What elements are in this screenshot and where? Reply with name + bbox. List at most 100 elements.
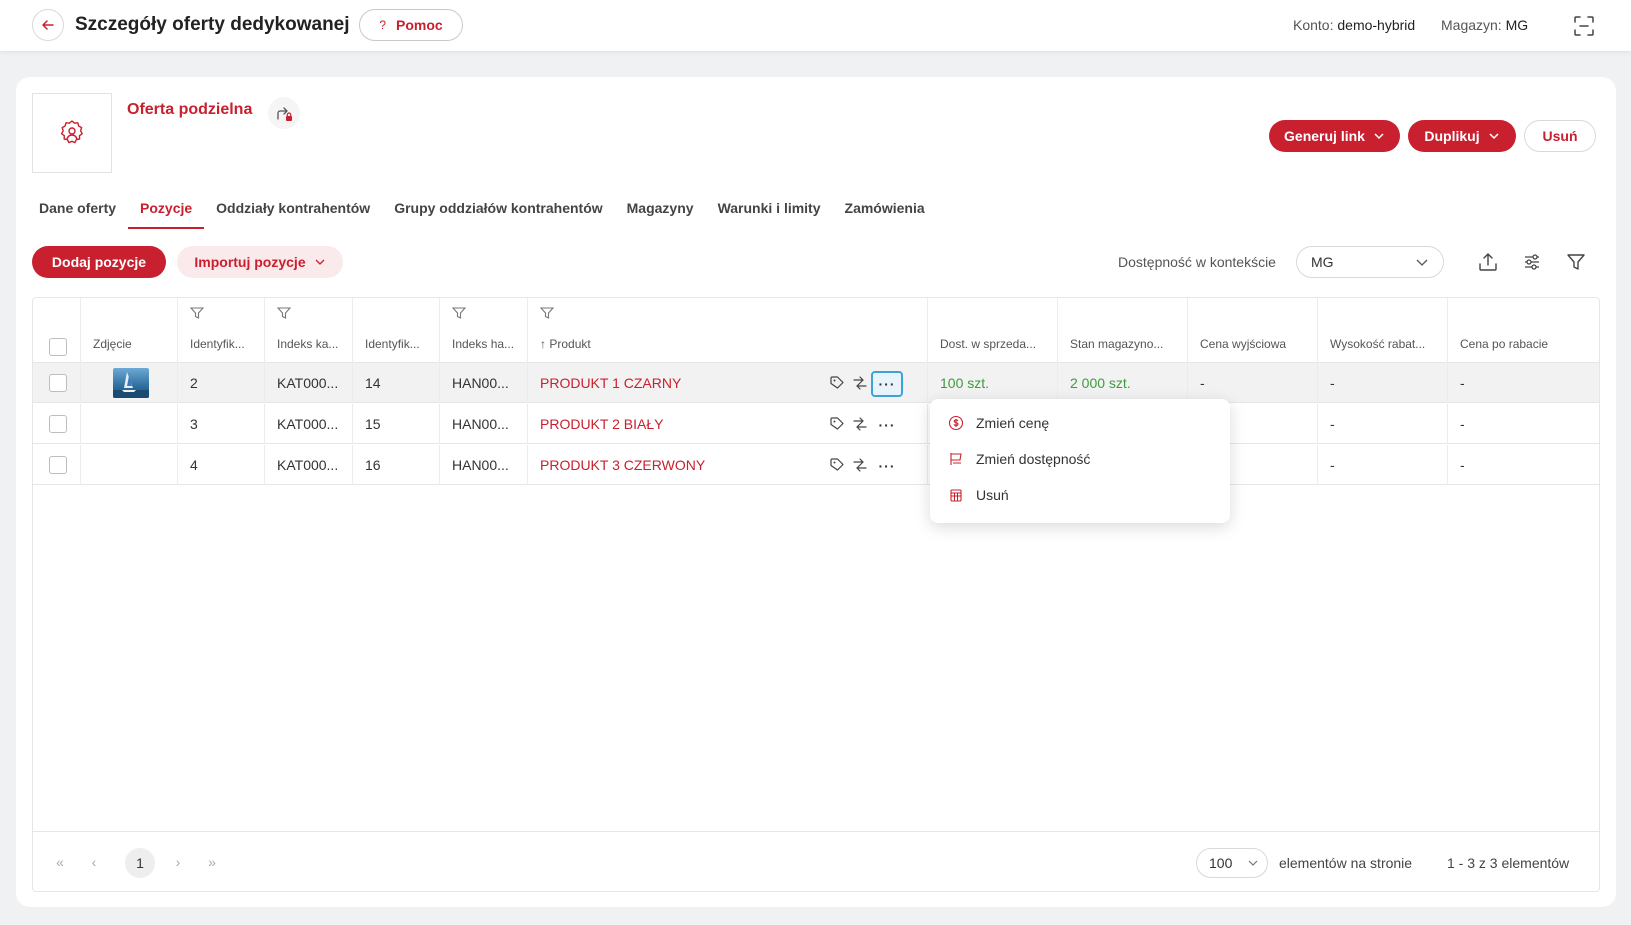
catalog-index-cell: KAT000... (265, 404, 353, 444)
tab-branch-groups[interactable]: Grupy oddziałów kontrahentów (394, 200, 603, 216)
base-price-cell (1188, 404, 1318, 444)
product-thumbnail[interactable] (113, 368, 149, 398)
menu-item-delete[interactable]: Usuń (930, 477, 1230, 513)
export-icon[interactable] (1477, 251, 1499, 273)
context-select[interactable]: MG (1296, 246, 1444, 278)
stock-cell: 2 000 szt. (1058, 363, 1188, 403)
tab-orders[interactable]: Zamówienia (844, 200, 925, 216)
back-button[interactable] (32, 9, 64, 41)
page-number-current[interactable]: 1 (125, 848, 155, 878)
tab-contractor-branches[interactable]: Oddziały kontrahentów (216, 200, 371, 216)
product-link[interactable]: PRODUKT 1 CZARNY (540, 375, 682, 391)
transfer-icon[interactable] (852, 457, 868, 473)
next-page-button[interactable]: › (175, 854, 181, 870)
import-positions-label: Importuj pozycje (194, 254, 306, 270)
catalog-index-value: KAT000... (277, 375, 339, 391)
header-id[interactable]: Identyfik... (178, 298, 265, 363)
row-checkbox[interactable] (49, 374, 67, 392)
row-photo-cell (81, 404, 178, 444)
product-link[interactable]: PRODUKT 3 CZERWONY (540, 457, 706, 473)
discount-value: - (1330, 375, 1335, 391)
tag-icon[interactable] (829, 375, 845, 391)
trade-index-value: HAN00... (452, 416, 509, 432)
table-row[interactable]: 3 KAT000... 15 HAN00... PRODUKT 2 BIAŁY … (33, 404, 1599, 444)
tab-offer-data[interactable]: Dane oferty (39, 200, 117, 216)
table-row[interactable]: 2 KAT000... 14 HAN00... PRODUKT 1 CZARNY… (33, 363, 1599, 403)
column-filter-icon[interactable] (452, 306, 466, 320)
product-link[interactable]: PRODUKT 2 BIAŁY (540, 416, 664, 432)
tab-positions[interactable]: Pozycje (128, 195, 205, 229)
warehouse-label: Magazyn: (1441, 17, 1502, 33)
warehouse-info: Magazyn: MG (1441, 17, 1528, 33)
header-label: Identyfik... (190, 337, 245, 351)
chevron-down-icon (1489, 133, 1499, 140)
add-positions-button[interactable]: Dodaj pozycje (32, 246, 166, 278)
row-menu-button[interactable]: ··· (871, 371, 903, 397)
header-final-price[interactable]: Cena po rabacie (1448, 298, 1599, 363)
fullscreen-icon[interactable] (1573, 15, 1595, 37)
row-checkbox[interactable] (49, 456, 67, 474)
menu-item-change-availability[interactable]: Zmień dostępność (930, 441, 1230, 477)
header-label: Produkt (549, 337, 591, 351)
context-availability-label: Dostępność w kontekście (1118, 254, 1276, 270)
offer-name: Oferta podzielna (127, 101, 253, 118)
first-page-button[interactable]: « (56, 854, 64, 870)
arrow-left-icon (42, 20, 54, 30)
tag-icon[interactable] (829, 416, 845, 432)
final-price-value: - (1460, 457, 1465, 473)
header-id2[interactable]: Identyfik... (353, 298, 440, 363)
tab-warehouses[interactable]: Magazyny (626, 200, 694, 216)
id2-value: 16 (365, 457, 381, 473)
delete-offer-button[interactable]: Usuń (1524, 120, 1596, 152)
discount-value: - (1330, 416, 1335, 432)
header-label: Dost. w sprzeda... (940, 337, 1037, 351)
header-base-price[interactable]: Cena wyjściowa (1188, 298, 1318, 363)
header-stock[interactable]: Stan magazyno... (1058, 298, 1188, 363)
row-context-menu: Zmień cenę Zmień dostępność Usuń (930, 399, 1230, 523)
header-availability[interactable]: Dost. w sprzeda... (928, 298, 1058, 363)
page-size-label: elementów na stronie (1279, 855, 1413, 871)
header-product[interactable]: ↑ Produkt (528, 298, 928, 363)
select-all-checkbox[interactable] (49, 338, 67, 356)
menu-item-change-price[interactable]: Zmień cenę (930, 405, 1230, 441)
import-positions-button[interactable]: Importuj pozycje (177, 246, 343, 278)
final-price-value: - (1460, 375, 1465, 391)
question-icon: ? (379, 18, 386, 32)
prev-page-button[interactable]: ‹ (91, 854, 97, 870)
table-row[interactable]: 4 KAT000... 16 HAN00... PRODUKT 3 CZERWO… (33, 445, 1599, 485)
header-discount[interactable]: Wysokość rabat... (1318, 298, 1448, 363)
column-settings-icon[interactable] (1521, 251, 1543, 273)
duplicate-button[interactable]: Duplikuj (1408, 120, 1516, 152)
availability-value: 100 szt. (940, 375, 990, 391)
transfer-icon[interactable] (852, 416, 868, 432)
header-photo[interactable]: Zdjęcie (81, 298, 178, 363)
row-menu-button[interactable]: ··· (878, 417, 896, 433)
page-size-select[interactable]: 100 (1196, 848, 1268, 878)
row-checkbox[interactable] (49, 415, 67, 433)
column-filter-icon[interactable] (277, 306, 291, 320)
id-value: 3 (190, 416, 198, 432)
tag-icon[interactable] (829, 457, 845, 473)
delete-offer-label: Usuń (1542, 128, 1578, 144)
account-value: demo-hybrid (1337, 17, 1416, 33)
row-menu-button[interactable]: ··· (878, 458, 896, 474)
header-catalog-index[interactable]: Indeks ka... (265, 298, 353, 363)
discount-cell: - (1318, 445, 1448, 485)
column-filter-icon[interactable] (190, 306, 204, 320)
last-page-button[interactable]: » (208, 854, 216, 870)
help-button[interactable]: ? Pomoc (359, 9, 463, 41)
share-locked-icon[interactable] (268, 97, 300, 129)
catalog-index-value: KAT000... (277, 416, 339, 432)
stock-value: 2 000 szt. (1070, 375, 1131, 391)
id2-cell: 16 (353, 445, 440, 485)
id-cell: 4 (178, 445, 265, 485)
filter-icon[interactable] (1565, 251, 1587, 273)
tab-conditions-limits[interactable]: Warunki i limity (717, 200, 821, 216)
generate-link-button[interactable]: Generuj link (1269, 120, 1400, 152)
gear-user-icon (60, 120, 83, 144)
discount-cell: - (1318, 363, 1448, 403)
header-trade-index[interactable]: Indeks ha... (440, 298, 528, 363)
id-value: 4 (190, 457, 198, 473)
column-filter-icon[interactable] (540, 306, 554, 320)
transfer-icon[interactable] (852, 375, 868, 391)
